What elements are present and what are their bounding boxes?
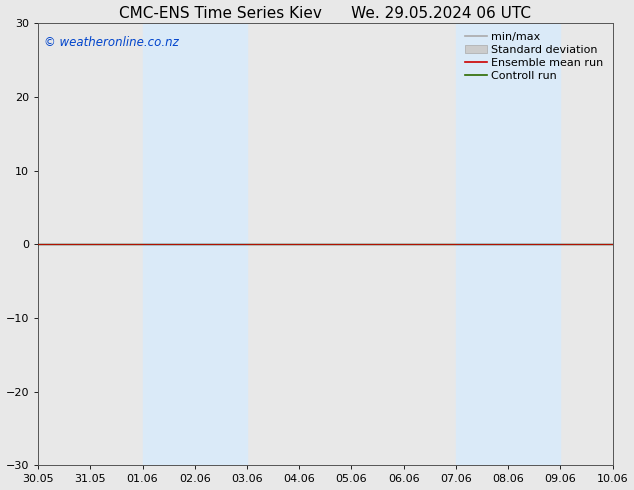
Bar xyxy=(456,23,560,466)
Bar xyxy=(143,23,247,466)
Legend: min/max, Standard deviation, Ensemble mean run, Controll run: min/max, Standard deviation, Ensemble me… xyxy=(462,29,607,84)
Title: CMC-ENS Time Series Kiev      We. 29.05.2024 06 UTC: CMC-ENS Time Series Kiev We. 29.05.2024 … xyxy=(119,5,531,21)
Text: © weatheronline.co.nz: © weatheronline.co.nz xyxy=(44,36,179,49)
